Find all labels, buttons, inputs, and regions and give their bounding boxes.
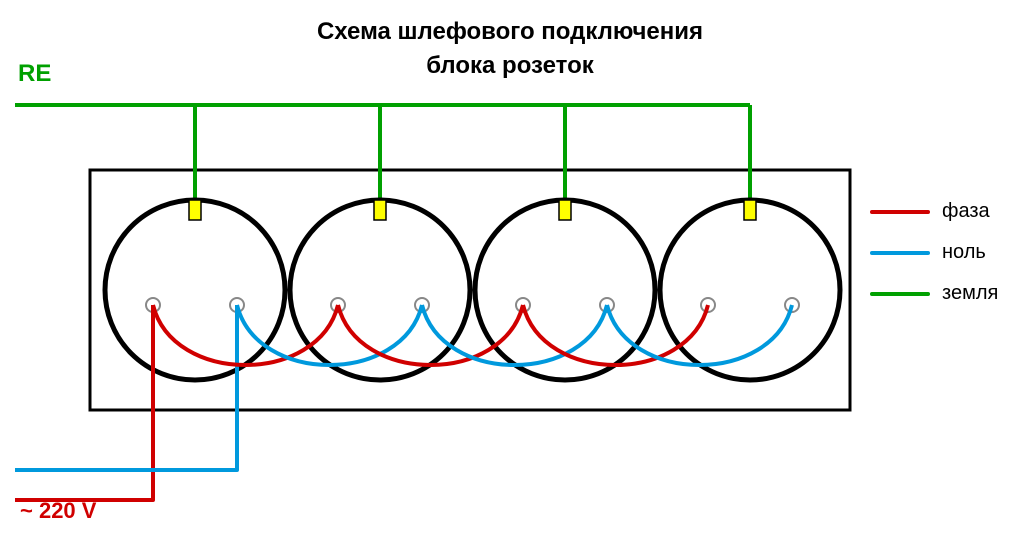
diagram-canvas: Схема шлефового подключения блока розето… [0,0,1017,557]
wiring-svg [0,0,1017,557]
